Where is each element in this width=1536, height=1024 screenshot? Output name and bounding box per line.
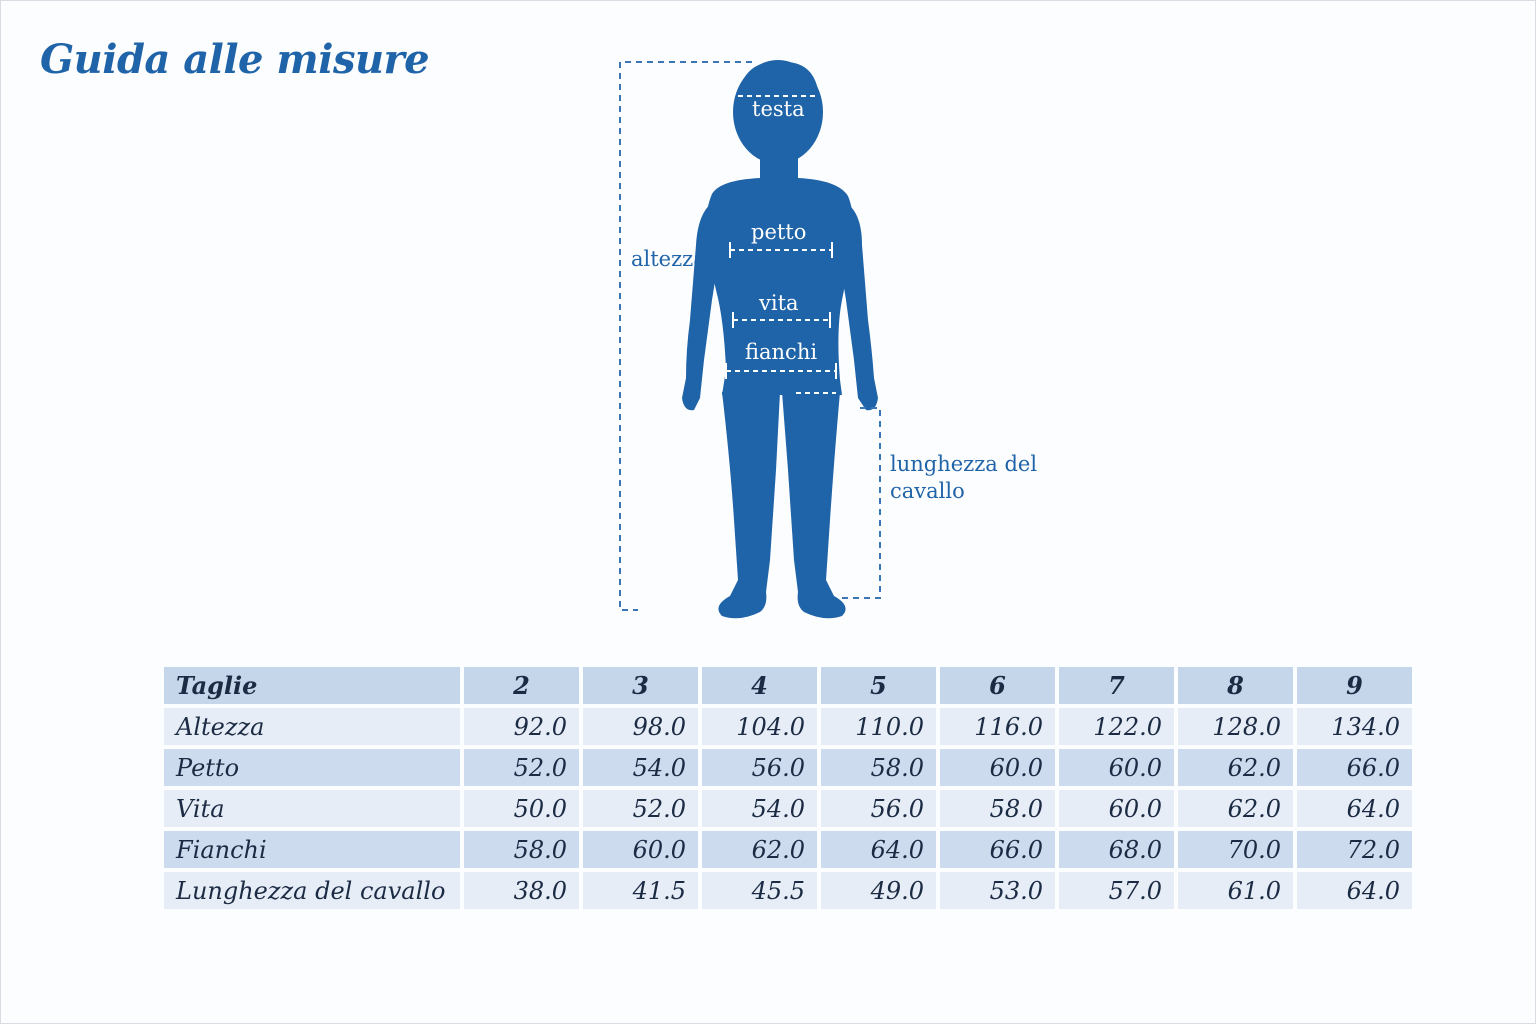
table-cell: 92.0 [464, 708, 579, 745]
table-cell: 134.0 [1297, 708, 1412, 745]
table-cell: 62.0 [702, 831, 817, 868]
table-cell: 45.5 [702, 872, 817, 909]
table-cell: 60.0 [583, 831, 698, 868]
table-cell: 64.0 [1297, 790, 1412, 827]
row-label-height: Altezza [164, 708, 460, 745]
table-cell: 60.0 [1059, 749, 1174, 786]
table-row: Petto 52.0 54.0 56.0 58.0 60.0 60.0 62.0… [164, 749, 1412, 786]
label-hips: fianchi [745, 340, 818, 364]
child-silhouette-svg [619, 60, 881, 619]
table-cell: 53.0 [940, 872, 1055, 909]
table-cell: 41.5 [583, 872, 698, 909]
outer-measure-lines [619, 61, 881, 611]
table-cell: 72.0 [1297, 831, 1412, 868]
size-table: Taglie 2 3 4 5 6 7 8 9 Altezza 92.0 98.0… [160, 663, 1416, 913]
table-cell: 98.0 [583, 708, 698, 745]
table-cell: 54.0 [583, 749, 698, 786]
table-row: Vita 50.0 52.0 54.0 56.0 58.0 60.0 62.0 … [164, 790, 1412, 827]
table-cell: 58.0 [940, 790, 1055, 827]
child-silhouette [682, 60, 878, 619]
inner-measure-lines [725, 95, 837, 394]
header-size-6: 6 [940, 667, 1055, 704]
row-label-inseam: Lunghezza del cavallo [164, 872, 460, 909]
table-cell: 60.0 [1059, 790, 1174, 827]
table-cell: 56.0 [702, 749, 817, 786]
label-height: altezza [631, 247, 706, 271]
header-size-2: 2 [464, 667, 579, 704]
label-chest: petto [751, 220, 807, 244]
row-label-waist: Vita [164, 790, 460, 827]
table-row: Altezza 92.0 98.0 104.0 110.0 116.0 122.… [164, 708, 1412, 745]
table-cell: 52.0 [464, 749, 579, 786]
table-cell: 57.0 [1059, 872, 1174, 909]
table-cell: 70.0 [1178, 831, 1293, 868]
size-table-header-row: Taglie 2 3 4 5 6 7 8 9 [164, 667, 1412, 704]
table-row: Lunghezza del cavallo 38.0 41.5 45.5 49.… [164, 872, 1412, 909]
table-cell: 66.0 [940, 831, 1055, 868]
table-cell: 66.0 [1297, 749, 1412, 786]
table-cell: 50.0 [464, 790, 579, 827]
table-cell: 62.0 [1178, 749, 1293, 786]
header-size-5: 5 [821, 667, 936, 704]
table-cell: 64.0 [1297, 872, 1412, 909]
label-waist: vita [759, 291, 799, 315]
table-cell: 62.0 [1178, 790, 1293, 827]
table-cell: 54.0 [702, 790, 817, 827]
table-cell: 104.0 [702, 708, 817, 745]
header-sizes-label: Taglie [164, 667, 460, 704]
header-size-8: 8 [1178, 667, 1293, 704]
table-cell: 58.0 [821, 749, 936, 786]
table-cell: 56.0 [821, 790, 936, 827]
page-title: Guida alle misure [40, 36, 430, 83]
row-label-chest: Petto [164, 749, 460, 786]
table-cell: 64.0 [821, 831, 936, 868]
table-cell: 122.0 [1059, 708, 1174, 745]
row-label-hips: Fianchi [164, 831, 460, 868]
label-head: testa [752, 97, 805, 121]
table-cell: 110.0 [821, 708, 936, 745]
table-cell: 38.0 [464, 872, 579, 909]
body-measurement-figure: testa petto vita fianchi altezza lunghez… [619, 60, 1038, 619]
table-cell: 68.0 [1059, 831, 1174, 868]
table-cell: 52.0 [583, 790, 698, 827]
table-cell: 116.0 [940, 708, 1055, 745]
header-size-3: 3 [583, 667, 698, 704]
table-cell: 60.0 [940, 749, 1055, 786]
table-row: Fianchi 58.0 60.0 62.0 64.0 66.0 68.0 70… [164, 831, 1412, 868]
header-size-9: 9 [1297, 667, 1412, 704]
table-cell: 128.0 [1178, 708, 1293, 745]
table-cell: 61.0 [1178, 872, 1293, 909]
table-cell: 58.0 [464, 831, 579, 868]
header-size-7: 7 [1059, 667, 1174, 704]
table-cell: 49.0 [821, 872, 936, 909]
header-size-4: 4 [702, 667, 817, 704]
label-inseam: lunghezza del cavallo [890, 452, 1038, 503]
